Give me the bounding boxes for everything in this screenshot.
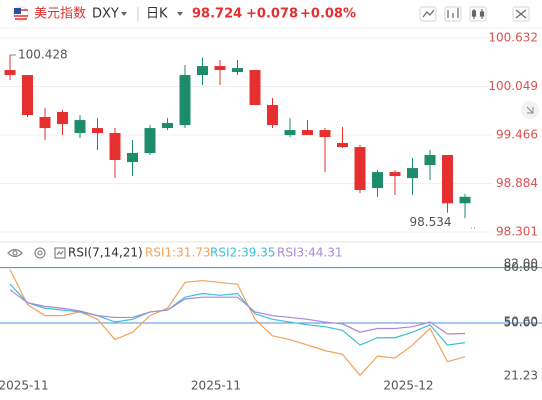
candle-body [442,155,453,204]
candle-body [162,123,173,129]
fullscreen-button[interactable] [512,6,530,22]
indicator-button[interactable] [444,6,462,22]
max-label: 100.428 [18,47,68,61]
candle-type-button[interactable] [469,6,487,22]
candle-body [57,111,68,125]
candle-body [92,128,103,134]
dropdown-icon[interactable] [121,12,127,16]
rsi-tick-label: 21.23 [504,369,538,383]
flag-icon [13,6,29,22]
candle-body [109,133,121,161]
reference-label: 50.00 [504,315,538,329]
rsi-line [9,289,466,335]
min-label: 98.534 [410,215,452,229]
candle-body [459,196,471,204]
rsi-tick-label: 50.60 [504,314,538,328]
candle-body [354,147,366,191]
legend-entry: RSI3:44.31 [277,246,343,260]
candle-body [424,155,436,166]
candle-body [267,104,278,126]
draw-tool-button[interactable] [419,6,437,22]
rsi-tick-label: 82.00 [504,257,538,271]
candle-body [39,117,51,129]
legend-entry: RSI1:31.73 [145,246,211,260]
candle-body [74,120,86,134]
expand-button[interactable] [521,101,539,119]
candle-body [337,143,348,148]
candle-body [302,130,313,136]
y-tick-label: 98.301 [496,225,538,239]
settings-icon[interactable] [34,247,46,259]
x-tick-label: 2025-12 [383,379,433,393]
y-tick-label: 98.884 [496,176,538,190]
dropdown-icon[interactable] [177,12,183,16]
y-tick-label: 100.049 [488,79,538,93]
y-tick-label: 99.466 [496,128,538,142]
candle-body [22,75,33,116]
candle-body [319,130,331,138]
instrument-name: 美元指数 [34,7,86,22]
candle-body [127,153,138,163]
x-tick-label: 2025-11 [191,379,241,393]
symbol[interactable]: DXY [92,7,119,22]
rsi-line [9,269,466,377]
candle-body [144,128,156,154]
reference-label: 80.00 [504,260,538,274]
candle-body [232,68,243,73]
candle-body [249,70,261,105]
candle-body [214,66,226,71]
indicator-icon[interactable] [54,247,66,259]
x-tick-label: 2025-11 [0,379,49,393]
candle-body [197,66,208,76]
change-percent: +0.08% [300,7,356,22]
visibility-icon[interactable] [7,248,23,258]
y-tick-label: 100.632 [488,31,538,45]
period[interactable]: 日K [146,7,168,22]
candle-body [179,75,191,126]
candle-body [284,130,296,136]
last-price: 98.724 [192,7,242,22]
candle-body [4,70,16,76]
change: +0.078 [246,7,298,22]
legend-entry: RSI2:39.35 [210,246,276,260]
indicator-title: RSI(7,14,21) [68,246,143,260]
candle-body [372,172,383,189]
candle-body [407,168,418,179]
candle-body [389,172,401,177]
